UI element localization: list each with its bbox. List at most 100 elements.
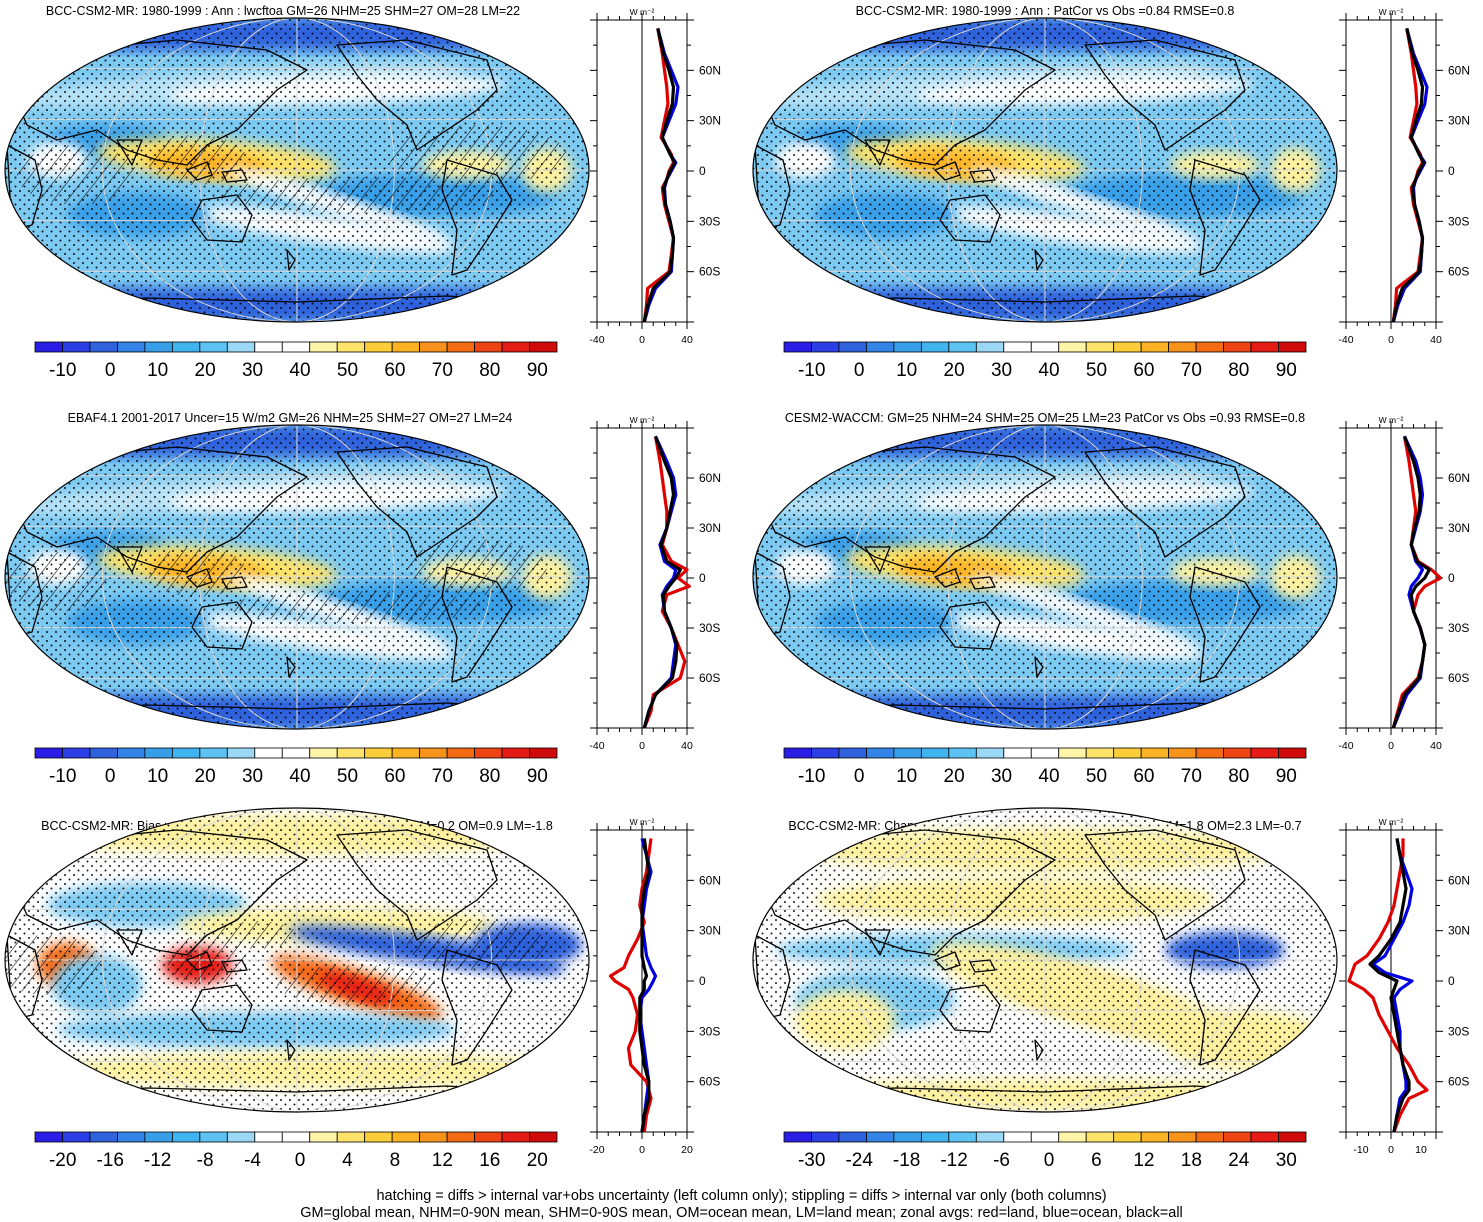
zonal-lat-label: 30S [699, 621, 720, 635]
zonal-lat-label: 0 [1448, 571, 1455, 585]
colorbar-swatch [529, 341, 558, 353]
colorbar-swatch [811, 341, 840, 353]
colorbar-tick-label: 10 [896, 766, 917, 787]
zonal-x-tick-label: -40 [1338, 740, 1353, 752]
colorbar-tick-label: 0 [854, 766, 865, 787]
colorbar-tick-label: 50 [1086, 766, 1107, 787]
zonal-x-tick-label: 40 [681, 740, 693, 752]
colorbar-swatch [948, 1131, 977, 1143]
colorbar-tick-label: 10 [147, 766, 168, 787]
zonal-series-line [642, 435, 682, 729]
panel-p2: BCC-CSM2-MR: 1980-1999 : Ann : PatCor vs… [752, 4, 1470, 381]
colorbar-tick-label: 90 [1276, 360, 1297, 381]
colorbar-swatch [1223, 747, 1252, 759]
colorbar-swatch [1195, 341, 1224, 353]
colorbar-swatch [1168, 747, 1197, 759]
zonal-unit-label: W m⁻² [1379, 7, 1404, 17]
zonal-x-tick-label: 0 [1388, 740, 1394, 752]
map [4, 17, 590, 323]
colorbar-tick-label: 18 [1181, 1150, 1202, 1171]
colorbar-swatch [1168, 1131, 1197, 1143]
colorbar-swatch [144, 1131, 173, 1143]
colorbar-swatch [501, 341, 530, 353]
zonal-x-tick-label: 0 [639, 334, 645, 346]
zonal-lat-label: 30N [699, 521, 721, 535]
zonal-mean-plot: -40 0 40 W m⁻² 60N 30N 0 30S 60S [1338, 415, 1470, 752]
colorbar-tick-label: 70 [432, 360, 453, 381]
colorbar-swatch [1223, 1131, 1252, 1143]
colorbar-swatch [171, 341, 201, 353]
colorbar-swatch [1250, 1131, 1279, 1143]
zonal-lat-label: 60N [699, 63, 721, 77]
colorbar-tick-label: 40 [1038, 766, 1059, 787]
colorbar-swatch [975, 341, 1005, 353]
colorbar-swatch [1278, 1131, 1307, 1143]
colorbar-tick-label: -16 [96, 1150, 123, 1171]
map [752, 17, 1338, 323]
colorbar-swatch [446, 1131, 475, 1143]
zonal-lat-label: 60N [1448, 873, 1470, 887]
colorbar-tick-label: 0 [295, 1150, 306, 1171]
colorbar: -10 0 10 20 30 40 50 60 70 80 90 [783, 341, 1307, 381]
colorbar-swatch [1113, 1131, 1142, 1143]
colorbar-tick-label: 30 [242, 766, 263, 787]
colorbar-swatch [281, 747, 311, 759]
zonal-series-line [642, 28, 677, 323]
colorbar-tick-label: -12 [940, 1150, 967, 1171]
colorbar-swatch [1085, 1131, 1115, 1143]
colorbar-swatch [893, 747, 922, 759]
zonal-x-tick-label: 20 [681, 1144, 693, 1156]
colorbar-swatch [783, 747, 812, 759]
zonal-lat-label: 30N [699, 114, 721, 128]
colorbar-swatch [226, 341, 256, 353]
colorbar-swatch [1223, 341, 1252, 353]
zonal-lat-label: 60N [1448, 63, 1470, 77]
colorbar-tick-label: 50 [337, 766, 358, 787]
colorbar-tick-label: 80 [479, 360, 500, 381]
zonal-x-tick-label: -20 [589, 1144, 604, 1156]
colorbar-swatch [838, 341, 867, 353]
colorbar-tick-label: 50 [1086, 360, 1107, 381]
colorbar-swatch [975, 1131, 1005, 1143]
panel-title: BCC-CSM2-MR: 1980-1999 : Ann : PatCor vs… [856, 4, 1235, 18]
colorbar-swatch [1140, 341, 1170, 353]
colorbar-swatch [838, 1131, 867, 1143]
colorbar-swatch [446, 341, 475, 353]
colorbar-tick-label: 20 [195, 766, 216, 787]
colorbar-tick-label: 0 [105, 766, 116, 787]
zonal-series-line [1391, 28, 1426, 323]
colorbar: -20 -16 -12 -8 -4 0 4 8 12 16 20 [34, 1131, 558, 1171]
colorbar-tick-label: -18 [893, 1150, 920, 1171]
colorbar-swatch [920, 341, 950, 353]
zonal-lat-label: 30S [1448, 1024, 1469, 1038]
colorbar-swatch [474, 1131, 503, 1143]
zonal-x-tick-label: -10 [1353, 1144, 1368, 1156]
colorbar-swatch [1058, 1131, 1087, 1143]
colorbar-swatch [419, 747, 448, 759]
colorbar-tick-label: 90 [527, 766, 548, 787]
colorbar-swatch [199, 341, 228, 353]
colorbar-swatch [1030, 341, 1060, 353]
colorbar-swatch [254, 341, 283, 353]
colorbar-tick-label: 40 [1038, 360, 1059, 381]
colorbar-swatch [89, 341, 118, 353]
colorbar-tick-label: 90 [527, 360, 548, 381]
footer-note-2: GM=global mean, NHM=0-90N mean, SHM=0-90… [300, 1205, 1183, 1221]
colorbar-swatch [1113, 341, 1142, 353]
colorbar-tick-label: 90 [1276, 766, 1297, 787]
zonal-series-line [608, 838, 653, 1133]
colorbar-swatch [117, 747, 146, 759]
colorbar-tick-label: -10 [49, 360, 76, 381]
colorbar-swatch [811, 747, 840, 759]
zonal-lat-label: 60S [699, 265, 720, 279]
colorbar-swatch [1030, 747, 1060, 759]
colorbar-swatch [226, 1131, 256, 1143]
zonal-x-tick-label: -40 [1338, 334, 1353, 346]
colorbar-swatch [1003, 341, 1032, 353]
zonal-x-tick-label: 0 [639, 740, 645, 752]
colorbar-swatch [1085, 341, 1115, 353]
colorbar-tick-label: 4 [342, 1150, 353, 1171]
zonal-mean-plot: -20 0 20 W m⁻² 60N 30N 0 30S 60S [589, 817, 721, 1156]
zonal-lat-label: 30N [1448, 114, 1470, 128]
colorbar-swatch [117, 1131, 146, 1143]
